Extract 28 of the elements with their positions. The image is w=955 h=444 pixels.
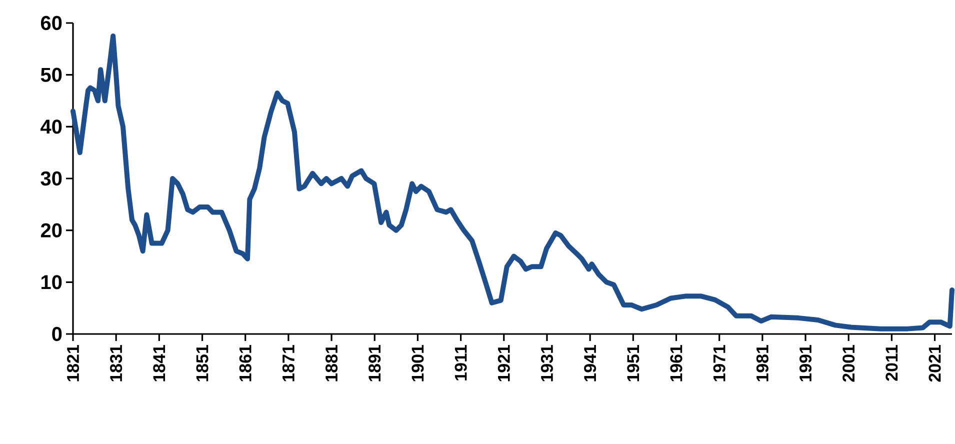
y-tick-label: 0 <box>52 326 62 342</box>
x-tick-label: 1821 <box>66 345 80 382</box>
x-tick-label: 1931 <box>540 345 554 382</box>
x-tick-label: 1951 <box>627 345 640 382</box>
x-tick-label: 2001 <box>842 345 855 382</box>
x-tick-label: 1921 <box>498 345 510 382</box>
y-tick-label: 40 <box>40 120 62 134</box>
x-tick-label: 2021 <box>928 345 941 382</box>
x-tick-label: 1841 <box>153 345 166 382</box>
x-tick-label: 1831 <box>110 345 122 382</box>
x-tick-label: 1891 <box>368 345 381 382</box>
x-tick-label: 1981 <box>756 345 768 382</box>
y-tick-label: 50 <box>40 68 62 82</box>
y-tick-label: 10 <box>42 275 62 290</box>
x-tick-label: 1871 <box>282 345 294 382</box>
x-tick-label: 1901 <box>412 345 424 382</box>
x-tick-label: 1991 <box>799 345 812 382</box>
x-tick-label: 1911 <box>454 344 467 380</box>
x-tick-label: 1961 <box>670 345 682 382</box>
x-tick-label: 1851 <box>196 345 208 382</box>
y-tick-label: 60 <box>40 16 62 30</box>
y-tick-label: 30 <box>40 171 62 186</box>
y-tick-label: 20 <box>40 223 62 238</box>
x-tick-label: 1971 <box>713 345 726 382</box>
x-tick-label: 1941 <box>584 345 596 382</box>
x-tick-label: 1881 <box>326 345 338 382</box>
x-tick-label: 2011 <box>886 344 898 381</box>
x-tick-label: 1861 <box>239 345 252 382</box>
